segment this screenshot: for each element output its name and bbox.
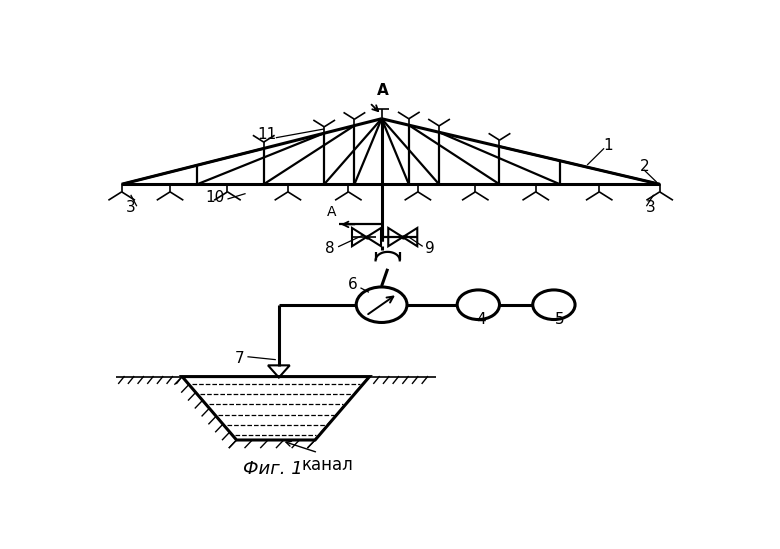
Text: 2: 2 — [640, 159, 650, 174]
Text: 4: 4 — [477, 312, 486, 327]
Text: канал: канал — [301, 456, 353, 474]
Text: 8: 8 — [325, 242, 335, 256]
Text: 1: 1 — [604, 138, 613, 153]
Text: 9: 9 — [425, 242, 435, 256]
Text: А: А — [328, 205, 337, 220]
Text: Фиг. 1: Фиг. 1 — [243, 460, 303, 478]
Text: 6: 6 — [348, 277, 357, 292]
Text: 3: 3 — [646, 200, 655, 215]
Text: А: А — [377, 83, 388, 98]
Text: 7: 7 — [235, 351, 244, 366]
Text: 3: 3 — [126, 200, 136, 215]
Text: 11: 11 — [257, 127, 276, 142]
Text: 10: 10 — [206, 191, 225, 205]
Text: 5: 5 — [555, 312, 565, 327]
